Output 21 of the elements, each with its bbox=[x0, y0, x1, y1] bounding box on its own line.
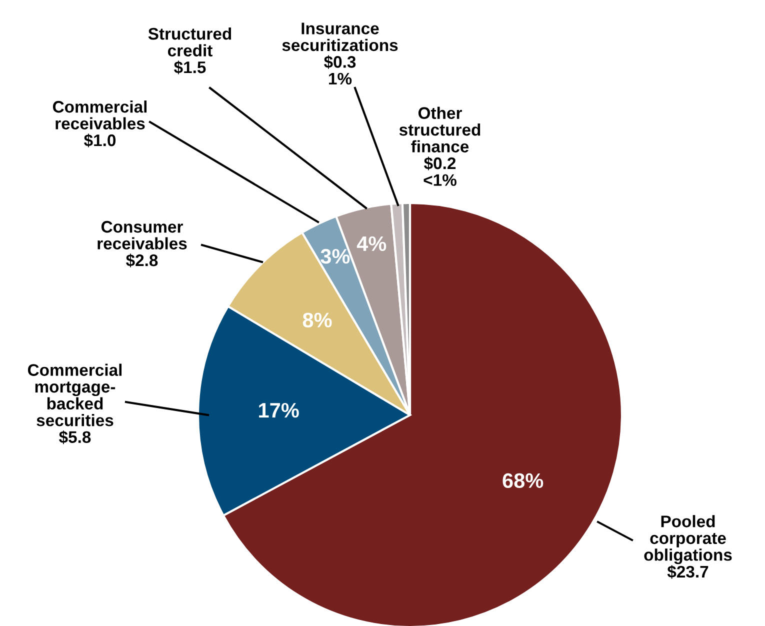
text: 68% bbox=[502, 473, 544, 488]
text: 1% bbox=[329, 72, 352, 85]
slice-label: Commercial receivables bbox=[52, 100, 147, 130]
data-label: $23.7 bbox=[667, 565, 708, 579]
slice-label: Commercial mortgage- backed securities bbox=[28, 364, 122, 426]
data-label: $1.0 bbox=[84, 134, 116, 148]
text: <1% bbox=[424, 174, 456, 186]
data-label: $0.2 bbox=[424, 156, 456, 170]
data-label: $1.5 bbox=[174, 60, 206, 74]
slice-label: Consumer receivables bbox=[98, 220, 187, 250]
slice-label: Structured credit bbox=[148, 27, 232, 56]
data-label: $5.8 bbox=[59, 430, 91, 444]
slice-label: Other structured finance bbox=[399, 106, 480, 152]
text: 3% bbox=[320, 248, 350, 264]
data-label: $2.8 bbox=[126, 254, 158, 268]
slice-label: Pooled corporate obligations bbox=[644, 515, 732, 564]
text: 4% bbox=[356, 236, 386, 251]
slice-label: Insurance securitizations bbox=[282, 22, 398, 52]
text: 17% bbox=[259, 402, 299, 418]
data-label: $0.3 bbox=[324, 55, 356, 69]
text: 8% bbox=[302, 312, 332, 328]
